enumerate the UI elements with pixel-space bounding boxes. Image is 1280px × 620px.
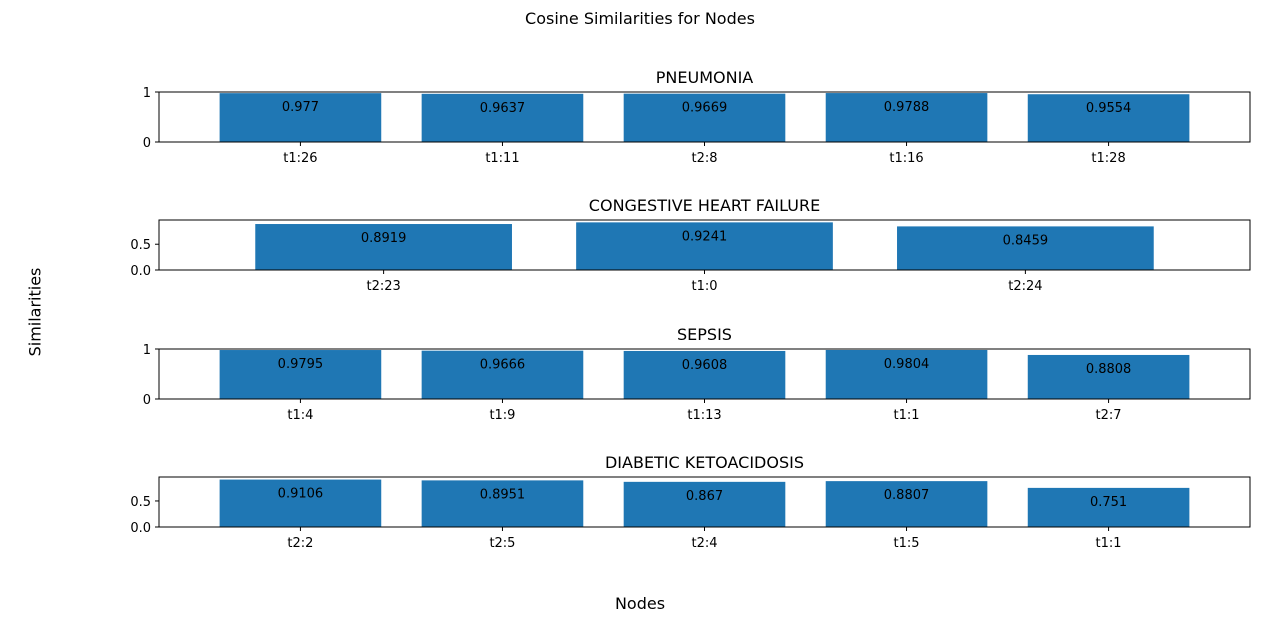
bar-t1:26 bbox=[219, 93, 382, 142]
bar-value-label: 0.8919 bbox=[361, 231, 407, 246]
bar-t1:13 bbox=[623, 350, 786, 399]
bar-value-label: 0.9637 bbox=[480, 101, 526, 116]
x-tick-label: t1:26 bbox=[283, 151, 317, 166]
y-tick-label: 0 bbox=[143, 393, 151, 408]
x-tick-label: t2:23 bbox=[366, 279, 400, 294]
bar-t2:23 bbox=[255, 224, 512, 270]
axes-frame bbox=[158, 476, 1251, 528]
bar-value-label: 0.751 bbox=[1090, 495, 1127, 510]
bar-t2:4 bbox=[623, 481, 786, 527]
subplot-title: CONGESTIVE HEART FAILURE bbox=[589, 196, 820, 215]
bar-value-label: 0.8459 bbox=[1003, 233, 1049, 248]
x-tick-label: t1:0 bbox=[691, 279, 717, 294]
bar-value-label: 0.8808 bbox=[1086, 362, 1132, 377]
y-tick-label: 0.0 bbox=[130, 521, 151, 536]
bar-t2:2 bbox=[219, 479, 382, 527]
bar-t2:7 bbox=[1027, 354, 1190, 399]
bar-value-label: 0.9554 bbox=[1086, 101, 1132, 116]
bar-t2:5 bbox=[421, 480, 584, 527]
x-tick-label: t1:1 bbox=[894, 408, 920, 423]
axes-frame bbox=[158, 348, 1251, 400]
subplot-title: PNEUMONIA bbox=[656, 68, 754, 87]
bar-t1:0 bbox=[576, 222, 833, 270]
figure-title: Cosine Similarities for Nodes bbox=[525, 9, 755, 28]
bar-t1:28 bbox=[1027, 94, 1190, 142]
x-tick-label: t1:16 bbox=[889, 151, 923, 166]
y-tick-label: 0.0 bbox=[130, 264, 151, 279]
x-tick-label: t1:4 bbox=[287, 408, 313, 423]
bar-t2:8 bbox=[623, 93, 786, 142]
bar-t1:16 bbox=[825, 93, 988, 142]
x-tick-label: t2:7 bbox=[1096, 408, 1122, 423]
y-tick-label: 0 bbox=[143, 136, 151, 151]
subplot-title: SEPSIS bbox=[677, 325, 732, 344]
x-tick-label: t2:24 bbox=[1008, 279, 1042, 294]
x-tick-label: t2:5 bbox=[489, 536, 515, 551]
bar-value-label: 0.8951 bbox=[480, 487, 526, 502]
bar-t1:1 bbox=[1027, 487, 1190, 527]
bar-t1:9 bbox=[421, 350, 584, 399]
bar-t1:4 bbox=[219, 350, 382, 399]
x-tick-label: t1:28 bbox=[1091, 151, 1125, 166]
x-tick-label: t2:4 bbox=[691, 536, 717, 551]
x-tick-label: t1:11 bbox=[485, 151, 519, 166]
bar-value-label: 0.9788 bbox=[884, 100, 930, 115]
bar-t1:1 bbox=[825, 349, 988, 399]
bar-value-label: 0.977 bbox=[282, 100, 319, 115]
x-tick-label: t1:13 bbox=[687, 408, 721, 423]
bar-value-label: 0.9241 bbox=[682, 229, 728, 244]
x-tick-label: t1:5 bbox=[894, 536, 920, 551]
bar-t1:11 bbox=[421, 93, 584, 142]
x-tick-label: t2:2 bbox=[287, 536, 313, 551]
bar-value-label: 0.9608 bbox=[682, 358, 728, 373]
axes-frame bbox=[158, 219, 1251, 271]
bar-value-label: 0.9669 bbox=[682, 101, 728, 116]
axes-frame bbox=[158, 91, 1251, 143]
y-tick-label: 0.5 bbox=[130, 238, 151, 253]
x-axis-label: Nodes bbox=[614, 594, 666, 613]
x-tick-label: t1:1 bbox=[1096, 536, 1122, 551]
bar-value-label: 0.9795 bbox=[278, 357, 324, 372]
y-tick-label: 0.5 bbox=[130, 495, 151, 510]
bar-t1:5 bbox=[825, 481, 988, 527]
bar-value-label: 0.867 bbox=[686, 489, 723, 504]
subplot-title: DIABETIC KETOACIDOSIS bbox=[605, 453, 804, 472]
y-tick-label: 1 bbox=[143, 86, 151, 101]
bar-value-label: 0.8807 bbox=[884, 488, 930, 503]
y-tick-label: 1 bbox=[143, 343, 151, 358]
x-tick-label: t1:9 bbox=[489, 408, 515, 423]
bar-t2:24 bbox=[897, 226, 1154, 270]
bar-value-label: 0.9666 bbox=[480, 358, 526, 373]
bar-value-label: 0.9804 bbox=[884, 357, 930, 372]
bar-value-label: 0.9106 bbox=[278, 487, 324, 502]
x-tick-label: t2:8 bbox=[691, 151, 717, 166]
